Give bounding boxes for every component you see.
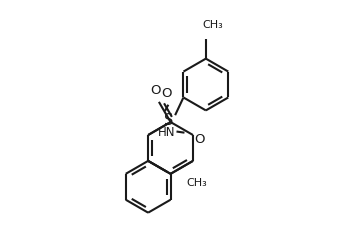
Text: CH₃: CH₃ — [186, 177, 207, 187]
Text: S: S — [164, 113, 173, 128]
Text: CH₃: CH₃ — [202, 20, 223, 30]
Text: O: O — [194, 132, 205, 145]
Text: O: O — [150, 84, 161, 97]
Text: HN: HN — [158, 126, 176, 138]
Text: O: O — [162, 86, 172, 99]
